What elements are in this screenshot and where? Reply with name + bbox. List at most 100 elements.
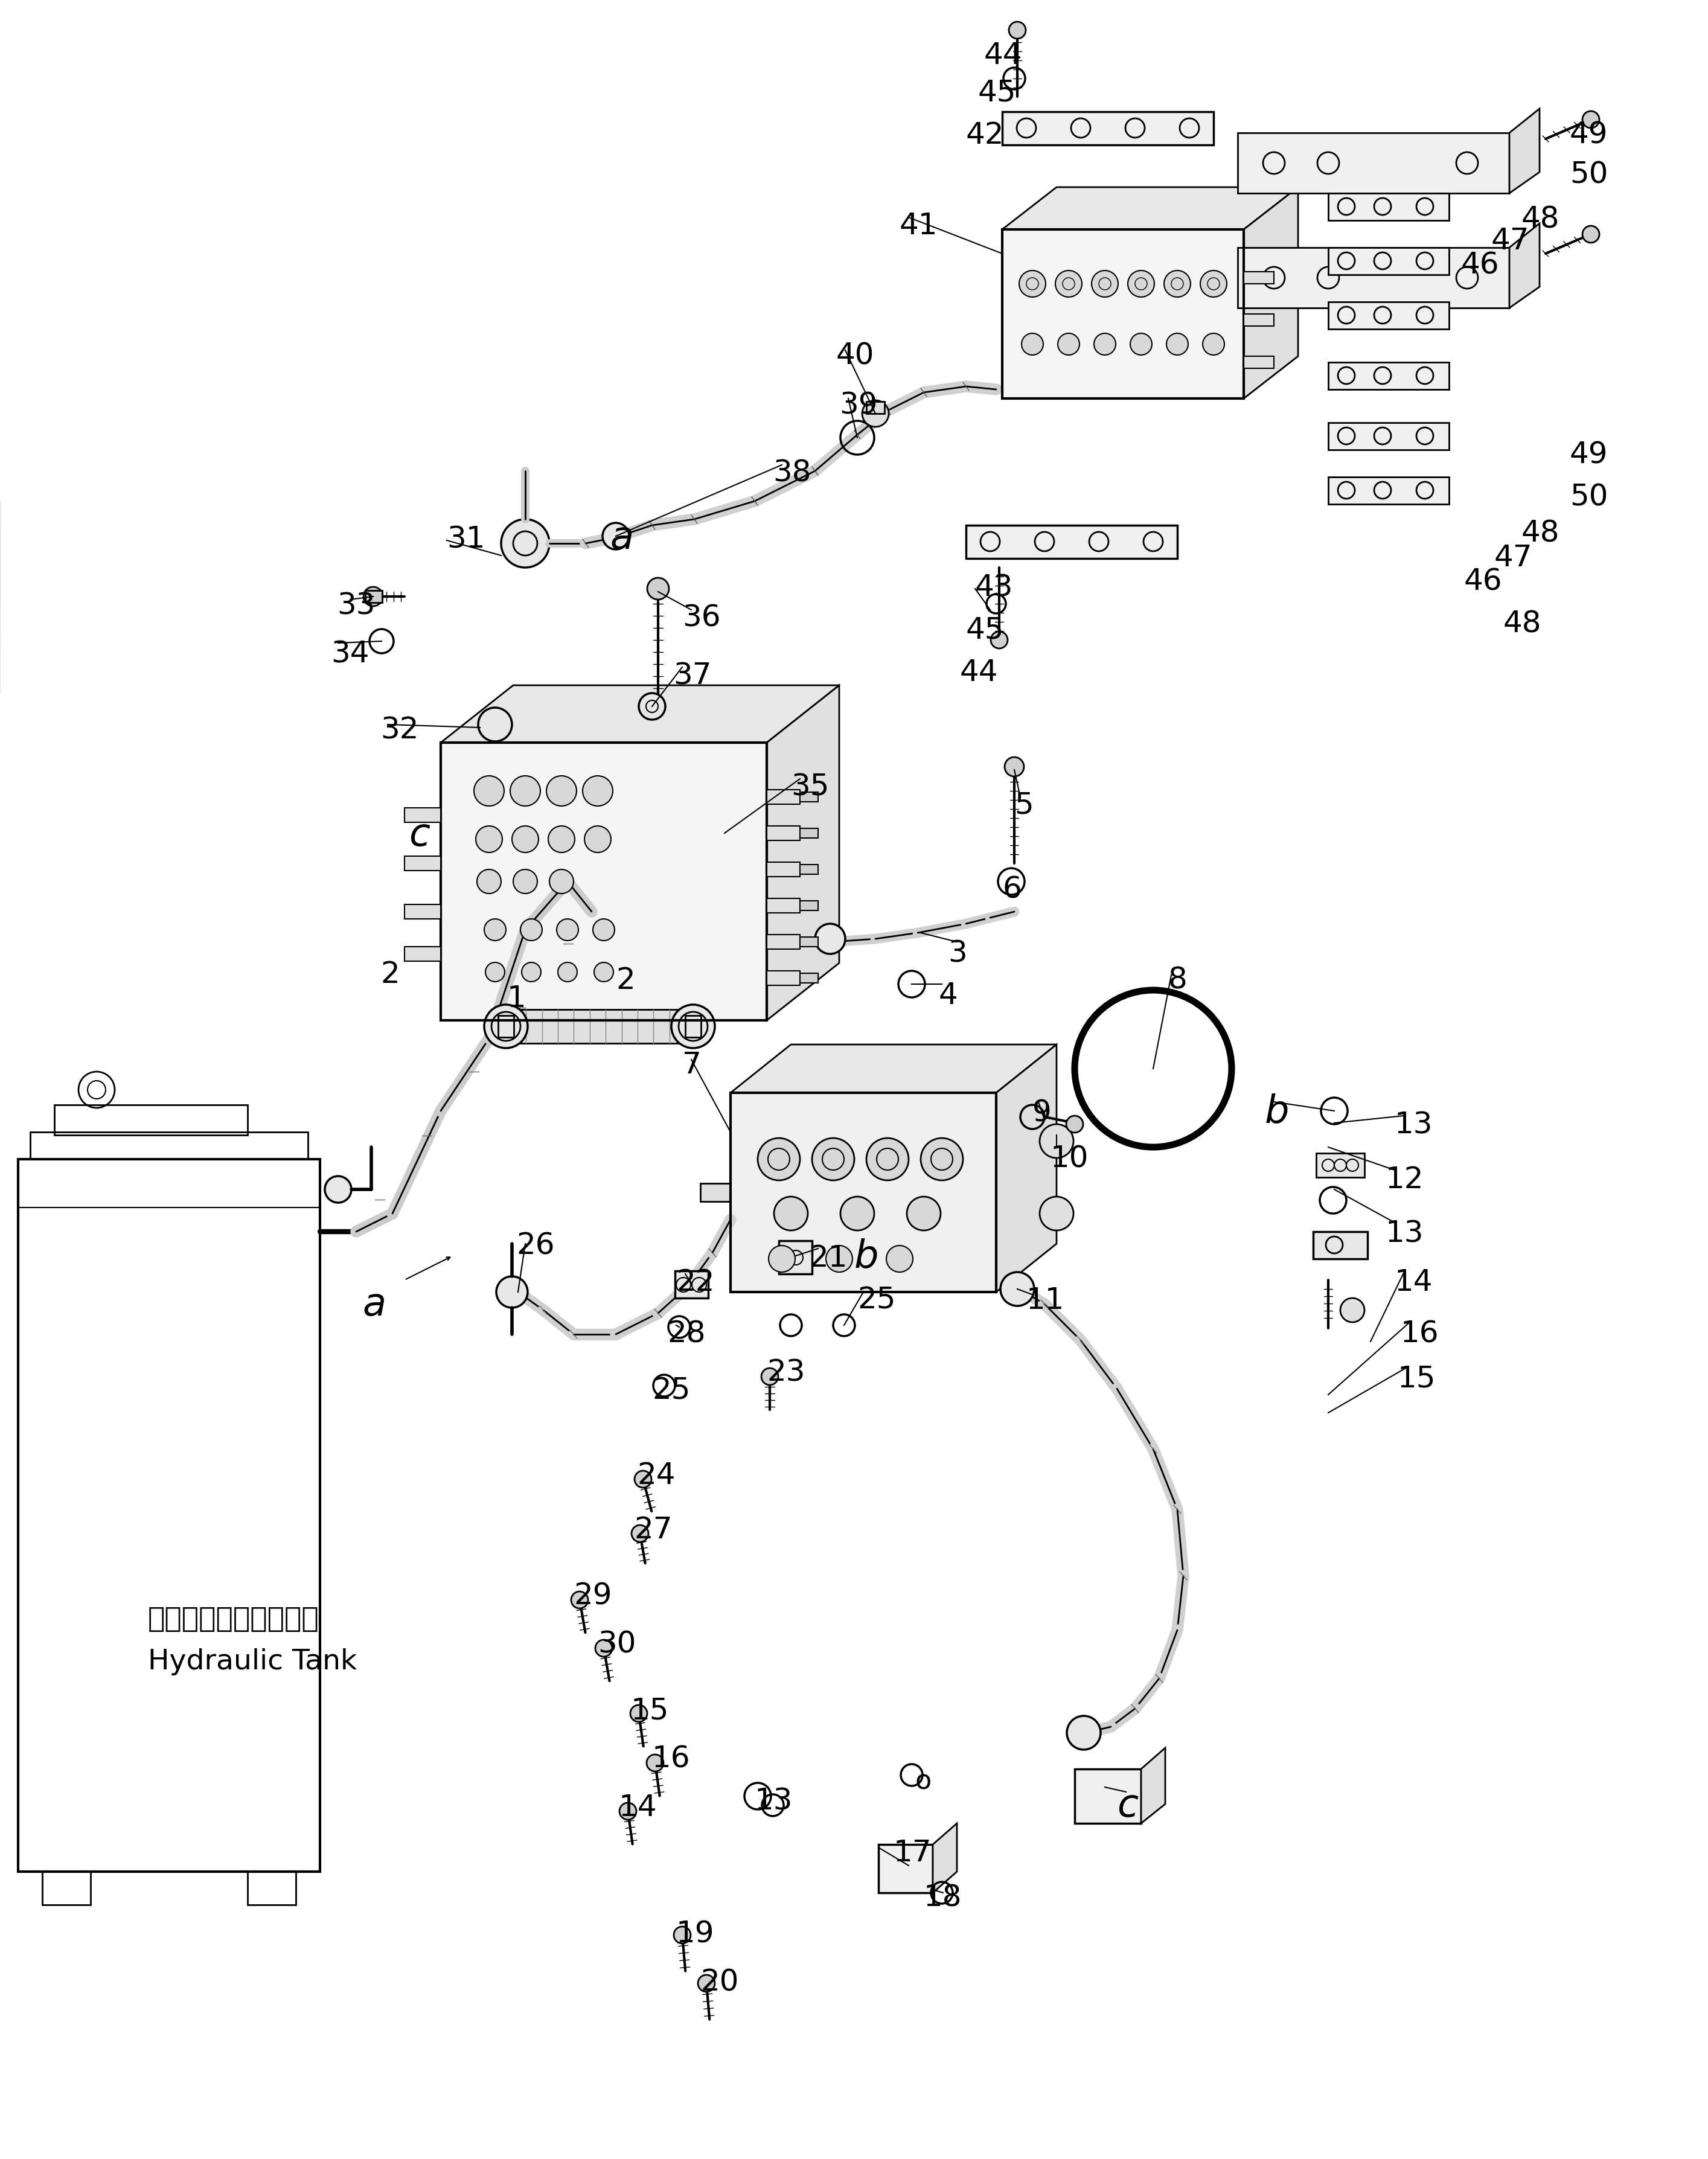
Circle shape <box>1009 22 1027 39</box>
Text: 13: 13 <box>755 1788 793 1816</box>
Polygon shape <box>441 743 767 1021</box>
Bar <box>799 974 818 982</box>
Circle shape <box>582 775 613 805</box>
Bar <box>1074 1768 1141 1824</box>
Text: 44: 44 <box>960 658 997 687</box>
Text: 14: 14 <box>618 1794 658 1822</box>
Circle shape <box>699 1975 716 1993</box>
Circle shape <box>593 920 615 941</box>
Text: 30: 30 <box>598 1630 635 1658</box>
Text: 41: 41 <box>900 212 938 240</box>
Text: 26: 26 <box>516 1231 555 1261</box>
Circle shape <box>1068 1716 1100 1749</box>
Circle shape <box>1040 1196 1073 1231</box>
Text: 8: 8 <box>1168 965 1187 995</box>
Text: 42: 42 <box>967 121 1004 149</box>
Circle shape <box>477 870 500 894</box>
Bar <box>1003 229 1243 399</box>
Bar <box>685 1015 700 1036</box>
Bar <box>1329 477 1448 505</box>
Bar <box>767 935 799 950</box>
Text: 48: 48 <box>1522 205 1559 235</box>
Circle shape <box>1127 270 1155 298</box>
Text: 16: 16 <box>1401 1319 1440 1347</box>
Text: 47: 47 <box>1494 544 1532 572</box>
Text: 11: 11 <box>1027 1287 1064 1315</box>
Text: 24: 24 <box>637 1462 675 1490</box>
Bar <box>731 1092 996 1291</box>
Circle shape <box>1057 332 1079 354</box>
Text: 2: 2 <box>617 965 635 995</box>
Polygon shape <box>1141 1749 1165 1824</box>
Bar <box>1329 192 1448 220</box>
Text: 9: 9 <box>1032 1099 1052 1127</box>
Text: 6: 6 <box>1003 874 1021 905</box>
Circle shape <box>1056 270 1081 298</box>
Bar <box>248 1872 295 1904</box>
Circle shape <box>1001 1272 1035 1306</box>
Bar <box>43 1872 91 1904</box>
Text: 37: 37 <box>673 661 712 691</box>
Circle shape <box>632 1524 649 1542</box>
Text: 23: 23 <box>767 1358 804 1388</box>
Text: 14: 14 <box>1395 1267 1433 1298</box>
Text: 35: 35 <box>791 773 830 801</box>
Circle shape <box>500 518 550 568</box>
Circle shape <box>557 920 579 941</box>
Circle shape <box>1066 1116 1083 1133</box>
Bar <box>799 900 818 911</box>
Bar <box>405 946 441 961</box>
Text: 25: 25 <box>857 1287 895 1315</box>
Bar <box>1329 302 1448 328</box>
Polygon shape <box>996 1045 1057 1291</box>
Bar <box>1329 363 1448 389</box>
Circle shape <box>620 1803 637 1820</box>
Text: 32: 32 <box>381 715 418 745</box>
Circle shape <box>1021 332 1044 354</box>
Circle shape <box>1165 270 1190 298</box>
Circle shape <box>548 827 576 853</box>
Text: 47: 47 <box>1491 227 1530 255</box>
Text: 50: 50 <box>1570 484 1607 512</box>
Circle shape <box>512 870 538 894</box>
Text: 5: 5 <box>1015 790 1033 820</box>
Text: 15: 15 <box>630 1697 670 1725</box>
Circle shape <box>1201 270 1226 298</box>
Text: 29: 29 <box>574 1583 611 1611</box>
Circle shape <box>1582 227 1599 242</box>
Polygon shape <box>1003 188 1298 229</box>
Bar <box>405 905 441 920</box>
Text: 13: 13 <box>1385 1220 1424 1248</box>
Text: a: a <box>610 518 634 557</box>
Text: 43: 43 <box>975 574 1013 602</box>
Circle shape <box>547 775 577 805</box>
Circle shape <box>1202 332 1225 354</box>
Circle shape <box>647 1755 663 1770</box>
Text: c: c <box>408 816 430 853</box>
Circle shape <box>550 870 574 894</box>
Bar <box>405 807 441 823</box>
Text: 33: 33 <box>336 592 376 620</box>
Bar <box>55 1105 248 1136</box>
Bar <box>1313 1231 1368 1259</box>
Circle shape <box>673 1926 690 1943</box>
Circle shape <box>512 827 538 853</box>
Text: 38: 38 <box>772 460 811 488</box>
Polygon shape <box>1243 188 1298 399</box>
Circle shape <box>483 920 506 941</box>
Circle shape <box>325 1177 352 1203</box>
Text: ハイドロリックタンク: ハイドロリックタンク <box>149 1606 319 1632</box>
Bar <box>366 589 383 602</box>
Bar <box>499 1015 514 1036</box>
Bar <box>799 792 818 801</box>
Bar <box>767 861 799 877</box>
Text: 46: 46 <box>1460 250 1500 279</box>
Text: c: c <box>1117 1788 1138 1824</box>
Text: 50: 50 <box>1570 160 1607 190</box>
Text: 3: 3 <box>948 939 967 967</box>
Text: 4: 4 <box>939 980 958 1010</box>
Bar <box>675 1272 709 1298</box>
Text: 17: 17 <box>893 1839 933 1868</box>
Circle shape <box>483 1004 528 1047</box>
Text: 2: 2 <box>381 961 400 989</box>
